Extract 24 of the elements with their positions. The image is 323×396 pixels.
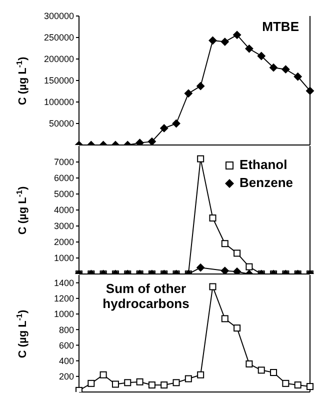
legend-label: Ethanol: [240, 156, 288, 174]
y-tick-label: 1200: [54, 294, 74, 304]
y-tick-label: 150000: [44, 76, 74, 86]
y-tick-label: 2000: [54, 237, 74, 248]
y-tick-label: 3000: [54, 221, 74, 232]
series-label: Sum of other hydrocarbons: [102, 281, 190, 311]
y-tick-label: 400: [58, 356, 74, 366]
y-tick-label: 300000: [44, 11, 74, 22]
y-tick-label: 4000: [54, 205, 74, 216]
y-tick-label: 800: [58, 324, 74, 335]
series-label: MTBE: [262, 19, 299, 34]
y-tick-label: 5000: [54, 189, 74, 200]
y-tick-label: 6000: [54, 173, 74, 184]
y-tick-label: 100000: [44, 97, 74, 108]
y-tick-label: 50000: [48, 118, 74, 129]
y-tick-label: 7000: [54, 157, 74, 168]
y-tick-label: 200: [58, 372, 74, 382]
y-tick-label: 250000: [44, 32, 74, 43]
y-tick-label: 200000: [44, 54, 74, 64]
y-tick-label: 1000: [54, 253, 74, 264]
y-tick-label: 1400: [54, 278, 74, 288]
y-tick-label: 1000: [54, 309, 74, 320]
y-tick-label: 600: [58, 340, 74, 350]
legend-label: Benzene: [240, 174, 293, 192]
